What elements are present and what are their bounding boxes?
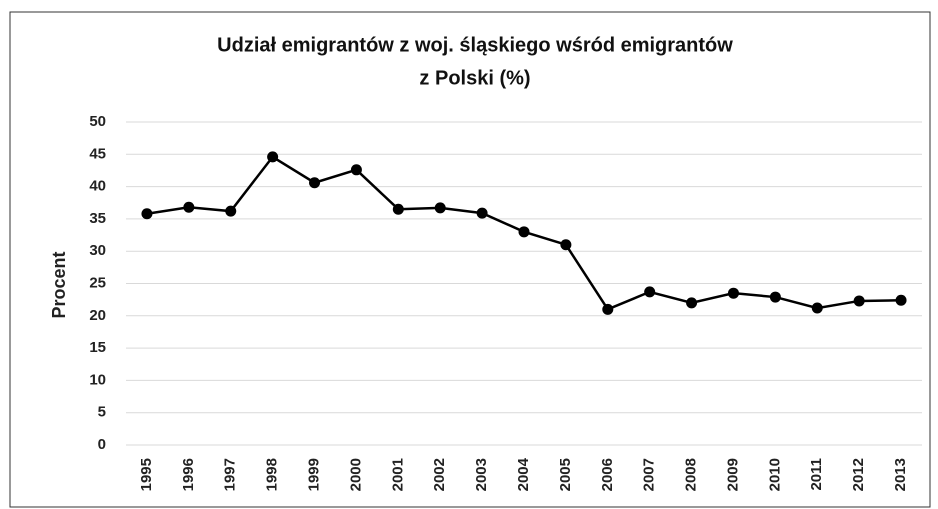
x-tick-label: 2004 [515,457,532,491]
data-point [686,297,698,309]
data-point [225,205,237,217]
x-tick-label: 2010 [766,458,783,491]
y-tick-label: 50 [89,113,106,130]
y-tick-label: 15 [89,339,106,356]
data-point [727,287,739,299]
data-point [476,207,488,219]
data-point [434,202,446,214]
data-point [518,226,530,238]
data-point [183,201,195,213]
data-point [644,286,656,298]
data-point [602,303,614,315]
data-point [267,151,279,163]
y-tick-label: 20 [89,307,106,324]
x-tick-label: 1999 [305,458,322,491]
x-tick-label: 2012 [850,458,867,491]
data-point [895,294,907,306]
y-tick-label: 5 [98,404,106,421]
data-point [141,208,153,220]
x-tick-label: 2006 [599,458,616,491]
x-tick-label: 2011 [808,458,825,491]
x-tick-label: 2009 [724,458,741,491]
chart-title: Udział emigrantów z woj. śląskiego wśród… [217,34,733,56]
y-axis-label: Procent [49,251,69,318]
data-point [811,302,823,314]
x-tick-label: 2003 [473,458,490,491]
x-tick-label: 2002 [431,458,448,491]
data-point [769,291,781,303]
x-tick-label: 1998 [264,458,281,491]
y-tick-label: 0 [98,436,106,453]
x-tick-label: 2013 [892,458,909,491]
x-tick-label: 2007 [641,458,658,491]
y-tick-label: 45 [89,145,106,162]
y-tick-label: 30 [89,242,106,259]
data-point [560,239,572,251]
x-tick-label: 2001 [389,458,406,491]
y-tick-label: 35 [89,210,106,227]
data-point [350,164,362,176]
data-point [392,203,404,215]
data-point [309,177,321,189]
frame [9,11,931,508]
y-tick-label: 10 [89,371,106,388]
x-tick-label: 2005 [557,458,574,491]
x-tick-label: 1995 [138,458,155,491]
chart-title: z Polski (%) [419,67,530,89]
x-tick-label: 1996 [180,458,197,491]
data-point [853,295,865,307]
x-tick-label: 2000 [347,458,364,491]
x-tick-label: 1997 [222,458,239,491]
y-tick-label: 25 [89,274,106,291]
y-tick-label: 40 [89,178,106,195]
x-tick-label: 2008 [683,458,700,491]
